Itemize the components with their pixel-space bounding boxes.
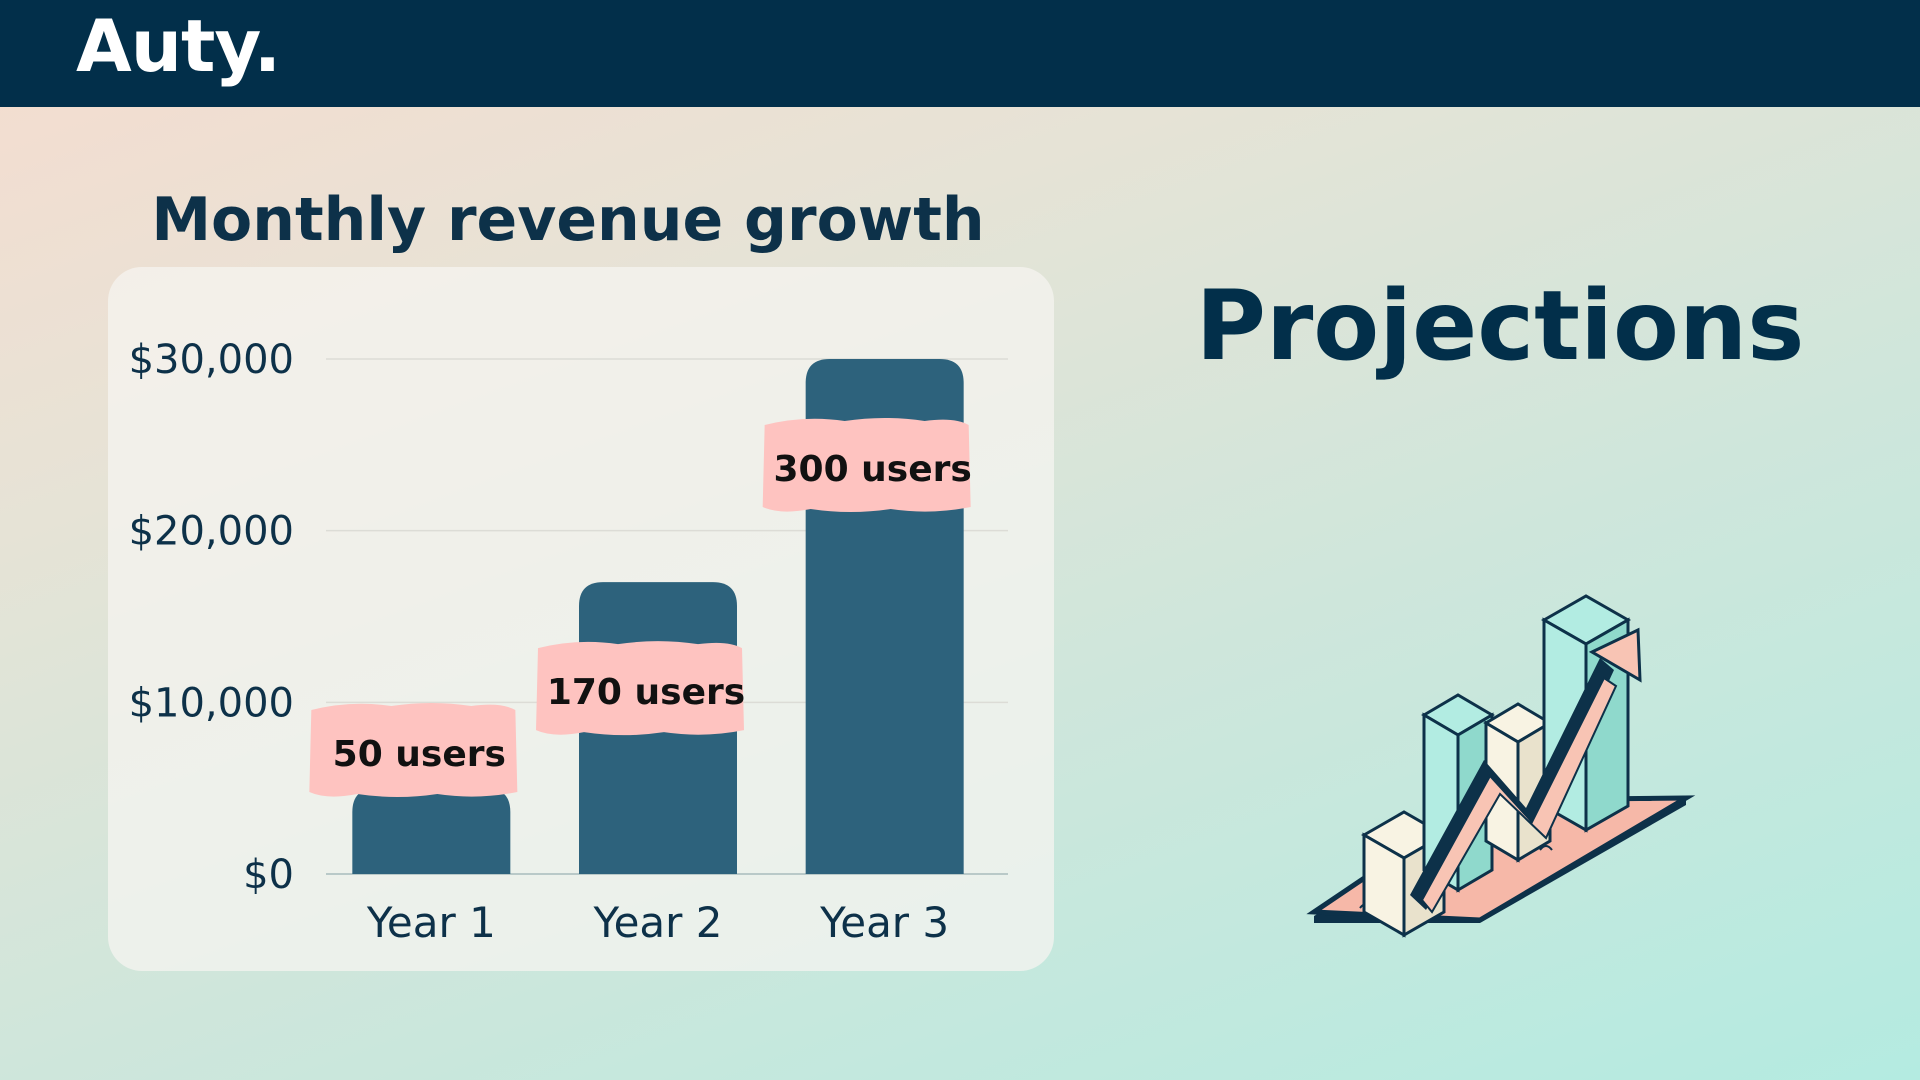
slide-heading: Projections: [1195, 270, 1805, 382]
data-label: 50 users: [333, 734, 506, 775]
annotation-patch: [762, 418, 971, 512]
bar-chart: $0 $10,000 $20,000 $30,000 Year 1 50 users Yea…: [129, 337, 1008, 947]
y-tick-label: $20,000: [129, 509, 294, 555]
x-tick-label: Year 2: [593, 898, 723, 947]
data-label: 170 users: [547, 672, 745, 713]
annotation-patch: [309, 703, 518, 797]
chart-title: Monthly revenue growth: [151, 185, 985, 255]
data-label: 300 users: [773, 449, 971, 490]
header-bar: Auty.: [0, 0, 1920, 107]
y-tick-label: $10,000: [129, 680, 294, 726]
x-tick-label: Year 1: [366, 898, 496, 947]
y-tick-label: $0: [243, 852, 294, 898]
growth-chart-illustration-icon: [1306, 594, 1696, 938]
chart-card: $0 $10,000 $20,000 $30,000 Year 1 50 users Yea…: [108, 267, 1054, 971]
bar: [352, 788, 511, 874]
y-tick-label: $30,000: [129, 337, 294, 383]
annotation-patch: [536, 641, 744, 736]
brand-logo: Auty.: [76, 4, 281, 88]
x-tick-label: Year 3: [819, 898, 949, 947]
